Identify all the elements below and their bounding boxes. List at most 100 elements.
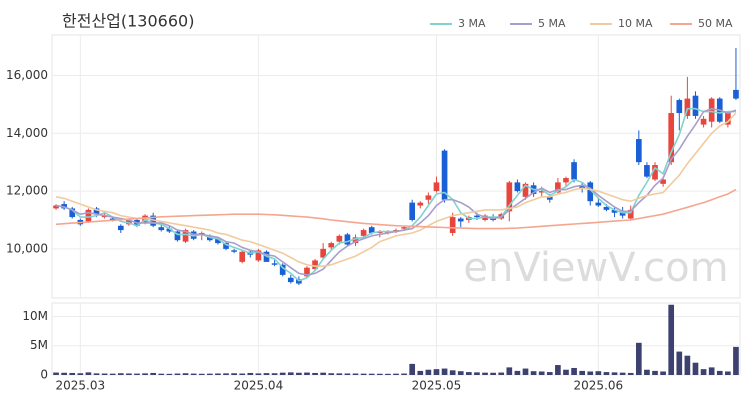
candle-body xyxy=(158,227,165,231)
volume-bar xyxy=(635,342,642,375)
candle-body xyxy=(425,195,432,200)
volume-bar xyxy=(166,373,173,375)
volume-bar xyxy=(158,373,165,375)
volume-bar xyxy=(271,373,278,375)
candle-body xyxy=(708,98,715,122)
candle-body xyxy=(652,165,658,180)
candle-body xyxy=(182,230,189,242)
volume-bar xyxy=(433,369,440,375)
candle-body xyxy=(441,150,448,200)
candle-body xyxy=(328,243,335,248)
candle-body xyxy=(166,228,173,232)
candle-body xyxy=(231,250,237,252)
candle-body xyxy=(409,202,416,220)
volume-bar xyxy=(733,346,739,375)
candle-body xyxy=(320,248,326,258)
volume-bar xyxy=(368,373,375,375)
candle-body xyxy=(627,209,634,219)
volume-bar xyxy=(312,372,318,375)
candle-body xyxy=(117,225,124,231)
candle-body xyxy=(725,113,731,125)
volume-bar xyxy=(279,372,286,375)
volume-panel xyxy=(51,302,741,376)
candle-body xyxy=(555,182,561,193)
legend-label: 3 MA xyxy=(458,17,486,30)
volume-bar xyxy=(708,367,715,375)
x-tick-label: 2025.06 xyxy=(574,379,624,393)
volume-bar xyxy=(530,371,537,375)
candle-body xyxy=(69,208,76,218)
candle-body xyxy=(684,98,691,116)
candle-body xyxy=(611,209,618,213)
watermark: enViewV.com xyxy=(463,245,728,291)
volume-bar xyxy=(546,372,553,375)
volume-bar xyxy=(652,370,658,375)
candle-body xyxy=(360,230,367,236)
volume-bar xyxy=(376,373,383,375)
y-tick-label: 10,000 xyxy=(6,241,48,255)
candle-body xyxy=(692,95,699,116)
volume-bar xyxy=(223,373,229,375)
candle-body xyxy=(255,250,262,261)
volume-bar xyxy=(117,373,124,375)
candle-body xyxy=(304,267,310,277)
volume-bar xyxy=(287,372,294,375)
volume-bar xyxy=(69,372,76,375)
y-tick-label: 16,000 xyxy=(6,68,48,82)
candle-body xyxy=(417,202,424,206)
volume-bar xyxy=(595,371,602,375)
volume-bar xyxy=(660,371,666,375)
volume-bar xyxy=(109,373,116,375)
volume-bar xyxy=(142,373,148,375)
volume-bar xyxy=(555,365,561,375)
y-tick-label: 10M xyxy=(22,309,48,323)
candle-body xyxy=(668,113,675,163)
legend-label: 5 MA xyxy=(538,17,566,30)
candle-body xyxy=(85,209,92,222)
volume-bar xyxy=(247,372,254,375)
volume-bar xyxy=(611,372,618,375)
y-tick-label: 14,000 xyxy=(6,126,48,140)
volume-bar xyxy=(441,368,448,375)
volume-bar xyxy=(563,369,569,375)
volume-bar xyxy=(449,370,456,375)
candle-body xyxy=(344,234,351,245)
volume-bar xyxy=(668,304,675,375)
candle-body xyxy=(352,237,359,244)
volume-bar xyxy=(134,373,140,375)
candle-body xyxy=(660,179,666,184)
volume-bar xyxy=(587,371,594,375)
volume-bar xyxy=(522,368,529,375)
volume-bar xyxy=(716,370,723,375)
candle-body xyxy=(522,183,529,197)
volume-bar xyxy=(215,373,221,375)
volume-bar xyxy=(190,373,197,375)
candle-body xyxy=(279,264,286,275)
volume-bar xyxy=(207,373,213,375)
volume-bar xyxy=(328,373,335,375)
candle-body xyxy=(538,191,545,193)
candle-body xyxy=(563,178,569,183)
volume-bar xyxy=(231,373,237,375)
candle-body xyxy=(401,227,407,229)
legend-label: 50 MA xyxy=(698,17,733,30)
chart-title: 한전산업(130660) xyxy=(62,12,194,31)
candle-body xyxy=(271,263,278,265)
volume-bar xyxy=(692,362,699,375)
volume-bar xyxy=(603,372,610,375)
candle-body xyxy=(676,100,683,114)
candle-body xyxy=(700,118,707,125)
candle-body xyxy=(174,231,181,241)
y-tick-label: 12,000 xyxy=(6,184,48,198)
volume-bar xyxy=(77,373,84,375)
candle-body xyxy=(239,251,246,262)
volume-bar xyxy=(506,367,513,375)
candle-body xyxy=(215,238,221,244)
price-panel xyxy=(51,34,741,299)
candle-body xyxy=(53,205,59,209)
volume-bar xyxy=(360,373,367,375)
volume-bar xyxy=(352,373,359,375)
volume-bar xyxy=(401,373,407,375)
volume-bar xyxy=(182,373,189,375)
volume-bar xyxy=(571,367,577,375)
